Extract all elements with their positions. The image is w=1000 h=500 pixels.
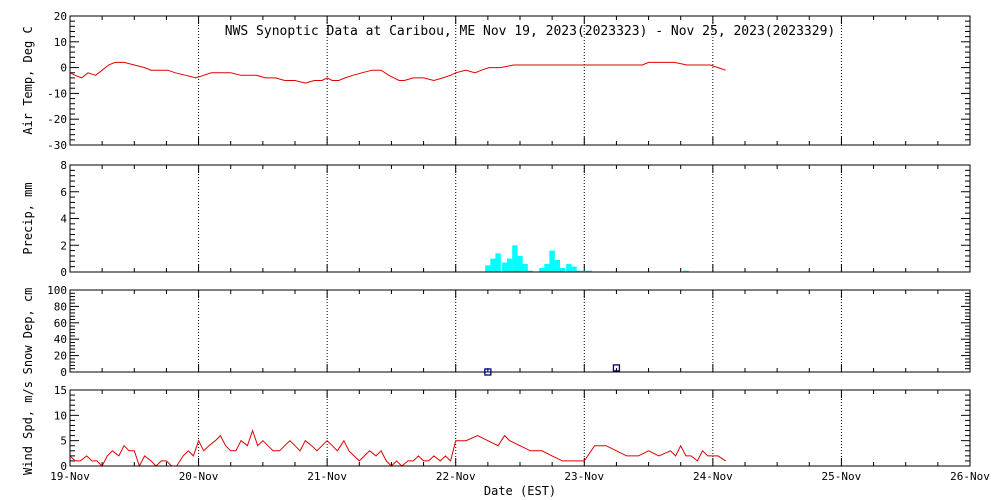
precip-bar [495, 253, 501, 272]
wind-panel: 0 5 10 15 Wind Spd, m/s 19-Nov 20-Nov 21-Nov 22-… [21, 381, 990, 483]
precip-bar [544, 264, 550, 272]
precip-bar [539, 268, 545, 272]
x-tick-label: 25-Nov [822, 470, 862, 483]
snow-ytick-label: 80 [54, 300, 67, 313]
precip-bar [576, 270, 582, 272]
precip-bar [522, 264, 528, 272]
precip-bar [586, 270, 593, 272]
precip-ytick-label: 0 [60, 266, 67, 279]
temp-ytick-label: 0 [60, 62, 67, 75]
precip-ytick-label: 8 [60, 159, 67, 172]
precip-bar [501, 262, 508, 272]
x-tick-label: 20-Nov [179, 470, 219, 483]
precip-ytick-label: 4 [60, 213, 67, 226]
precip-bar [549, 250, 555, 272]
snow-ytick-label: 20 [54, 350, 67, 363]
snow-panel: 0 20 40 60 80 100 Snow Dep, cm [21, 284, 971, 379]
x-tick-label: 19-Nov [50, 470, 90, 483]
precip-bar [527, 270, 533, 272]
precip-ylabel: Precip, mm [21, 182, 35, 254]
precip-bar [554, 260, 560, 272]
temp-ytick-label: -30 [47, 139, 67, 152]
wind-series-line [69, 428, 726, 468]
x-tick-label: 23-Nov [564, 470, 604, 483]
precip-panel: 0 2 4 6 8 Precip, mm [21, 159, 971, 279]
temp-ytick-label: -20 [47, 113, 67, 126]
temp-ytick-label: 20 [54, 10, 67, 23]
snow-ytick-label: 0 [60, 366, 67, 379]
x-axis-label: Date (EST) [484, 484, 556, 498]
precip-frame [69, 164, 971, 273]
x-tick-label: 22-Nov [436, 470, 476, 483]
precip-bar [490, 258, 496, 272]
precip-bar [512, 245, 518, 273]
precip-bar [571, 266, 577, 272]
snow-ylabel: Snow Dep, cm [21, 288, 35, 375]
snow-ytick-label: 100 [47, 284, 67, 297]
x-tick-label: 26-Nov [950, 470, 990, 483]
precip-ytick-label: 6 [60, 186, 67, 199]
precip-bar [566, 264, 572, 272]
temp-ytick-label: -10 [47, 87, 67, 100]
precip-bar [581, 270, 587, 272]
x-tick-label: 21-Nov [307, 470, 347, 483]
x-tick-label: 24-Nov [693, 470, 733, 483]
wind-ytick-label: 0 [60, 460, 67, 473]
chart-title: NWS Synoptic Data at Caribou, ME Nov 19,… [225, 24, 835, 39]
precip-bar [517, 255, 523, 272]
snow-frame [69, 289, 971, 373]
wind-ytick-label: 5 [60, 435, 67, 448]
precip-bar [683, 270, 689, 272]
wind-frame [69, 389, 971, 467]
wind-ytick-label: 15 [54, 384, 67, 397]
wind-ytick-label: 10 [54, 409, 67, 422]
precip-bar [559, 268, 566, 272]
temp-ylabel: Air Temp, Deg C [21, 26, 35, 134]
precip-bar [485, 265, 491, 272]
precip-bar [507, 258, 513, 272]
snow-point [612, 364, 621, 372]
temp-ytick-label: 10 [54, 36, 67, 49]
temp-frame [69, 15, 971, 146]
precip-ytick-label: 2 [60, 239, 67, 252]
snow-ytick-label: 60 [54, 317, 67, 330]
snow-ytick-label: 40 [54, 333, 67, 346]
wind-ylabel: Wind Spd, m/s [21, 381, 35, 475]
panels: -30 -20 -10 0 10 20 Air Temp, Deg C 0 2 4 6 8 Precip… [21, 10, 990, 483]
temp-panel: -30 -20 -10 0 10 20 Air Temp, Deg C [21, 10, 971, 152]
temp-series-line [69, 61, 726, 84]
